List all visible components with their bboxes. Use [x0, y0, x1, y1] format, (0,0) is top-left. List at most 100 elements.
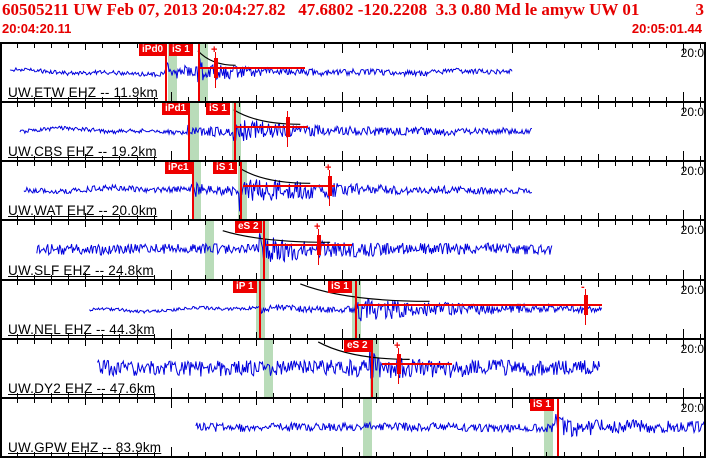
trace-panel[interactable]: + iPd0 iS 1 UW.ETW EHZ -- 11.9km 20:0 [2, 42, 704, 102]
panel-time-label: 20:0 [680, 223, 704, 238]
panel-time-label: 20:0 [680, 282, 704, 297]
trace-panel[interactable]: iPd1 iS 1 UW.CBS EHZ -- 19.2km 20:0 [2, 101, 704, 161]
time-tick [564, 103, 565, 108]
amplitude-cursor-bar[interactable] [327, 176, 332, 197]
time-tick [461, 398, 462, 403]
time-tick [85, 398, 86, 405]
time-tick [171, 269, 172, 279]
amplitude-cursor-bar[interactable] [583, 294, 588, 315]
time-tick [34, 274, 35, 279]
time-tick [51, 221, 52, 226]
time-tick [68, 215, 69, 220]
time-tick [410, 44, 411, 48]
time-tick [307, 44, 308, 48]
trace-panel[interactable]: - iP 1 iS 1 UW.NEL EHZ -- 44.3km 20:0 [2, 278, 704, 338]
trace-panel[interactable]: + iPc1 iS 1 UW.WAT EHZ -- 20.0km 20:0 [2, 160, 704, 220]
pick-label[interactable]: iP 1 [233, 280, 257, 293]
time-tick [615, 103, 616, 108]
time-tick [51, 215, 52, 220]
time-tick [68, 162, 69, 167]
pick-label[interactable]: eS 2 [344, 339, 371, 352]
time-tick [700, 103, 701, 108]
time-tick [598, 44, 599, 50]
time-tick [581, 97, 582, 102]
time-tick [444, 398, 445, 403]
time-tick [512, 210, 513, 220]
seismogram-waveform [36, 230, 553, 264]
trace-stack: + iPd0 iS 1 UW.ETW EHZ -- 11.9km 20:0 iPd1… [0, 42, 706, 458]
trace-panel[interactable]: + eS 2 UW.SLF EHZ -- 24.8km 20:0 [2, 219, 704, 279]
pick-label[interactable]: iPd0 [139, 44, 167, 56]
time-tick [85, 154, 86, 161]
time-tick [51, 162, 52, 167]
time-tick [478, 97, 479, 102]
time-tick [102, 392, 103, 397]
time-tick [34, 103, 35, 108]
trace-panel[interactable]: + eS 2 UW.DY2 EHZ -- 47.6km 20:0 [2, 337, 704, 397]
pick-label[interactable]: eS 2 [235, 221, 262, 234]
amplitude-cursor-bar[interactable] [213, 58, 218, 78]
time-tick [68, 339, 69, 344]
time-tick [85, 103, 86, 110]
trace-panel[interactable]: iS 1 UW.GPW EHZ -- 83.9km 20:0 [2, 396, 704, 456]
pick-label[interactable]: iS 1 [213, 162, 237, 175]
time-tick [632, 215, 633, 220]
time-tick [239, 97, 240, 102]
time-tick [307, 274, 308, 279]
time-tick [512, 328, 513, 338]
time-tick [512, 398, 513, 408]
time-tick [256, 449, 257, 456]
time-tick [615, 451, 616, 456]
time-tick [666, 398, 667, 403]
time-tick [102, 103, 103, 108]
station-label: UW.ETW EHZ -- 11.9km [8, 85, 159, 101]
time-tick [495, 451, 496, 456]
time-tick [700, 162, 701, 167]
time-tick [427, 103, 428, 110]
time-tick [376, 215, 377, 220]
time-tick [102, 97, 103, 102]
time-tick [342, 44, 343, 53]
pick-label[interactable]: iPc1 [165, 162, 192, 175]
time-tick [632, 398, 633, 403]
time-tick [393, 221, 394, 226]
panel-time-label: 20:0 [680, 164, 704, 179]
time-tick [444, 215, 445, 220]
time-tick [649, 215, 650, 220]
amplitude-cursor-bar[interactable] [396, 353, 401, 374]
time-tick [188, 280, 189, 285]
time-tick [51, 451, 52, 456]
time-tick [307, 221, 308, 226]
time-tick [529, 274, 530, 279]
pick-label[interactable]: iS 1 [169, 44, 193, 56]
time-tick [683, 162, 684, 172]
amplitude-cursor-bar[interactable] [285, 117, 290, 138]
time-tick [273, 97, 274, 102]
pick-label[interactable]: iS 1 [206, 103, 230, 116]
pick-label[interactable]: iPd1 [162, 103, 190, 116]
time-tick [359, 333, 360, 338]
amplitude-cursor-bar[interactable] [316, 235, 321, 256]
time-tick [495, 103, 496, 108]
pick-label[interactable]: iS 1 [328, 280, 352, 293]
time-tick [273, 215, 274, 220]
time-tick [529, 221, 530, 226]
time-tick [256, 95, 257, 102]
time-tick [461, 339, 462, 344]
time-tick [273, 221, 274, 226]
pick-label[interactable]: iS 1 [530, 398, 554, 411]
time-tick [444, 97, 445, 102]
time-tick [51, 156, 52, 161]
time-tick [427, 449, 428, 456]
time-tick [427, 44, 428, 50]
time-tick [427, 154, 428, 161]
time-tick [171, 151, 172, 161]
time-tick [51, 280, 52, 285]
arrival-window-band [264, 339, 273, 397]
time-tick [410, 451, 411, 456]
time-tick [410, 274, 411, 279]
time-tick [649, 156, 650, 161]
time-tick [700, 333, 701, 338]
time-tick [632, 156, 633, 161]
time-tick [427, 221, 428, 228]
